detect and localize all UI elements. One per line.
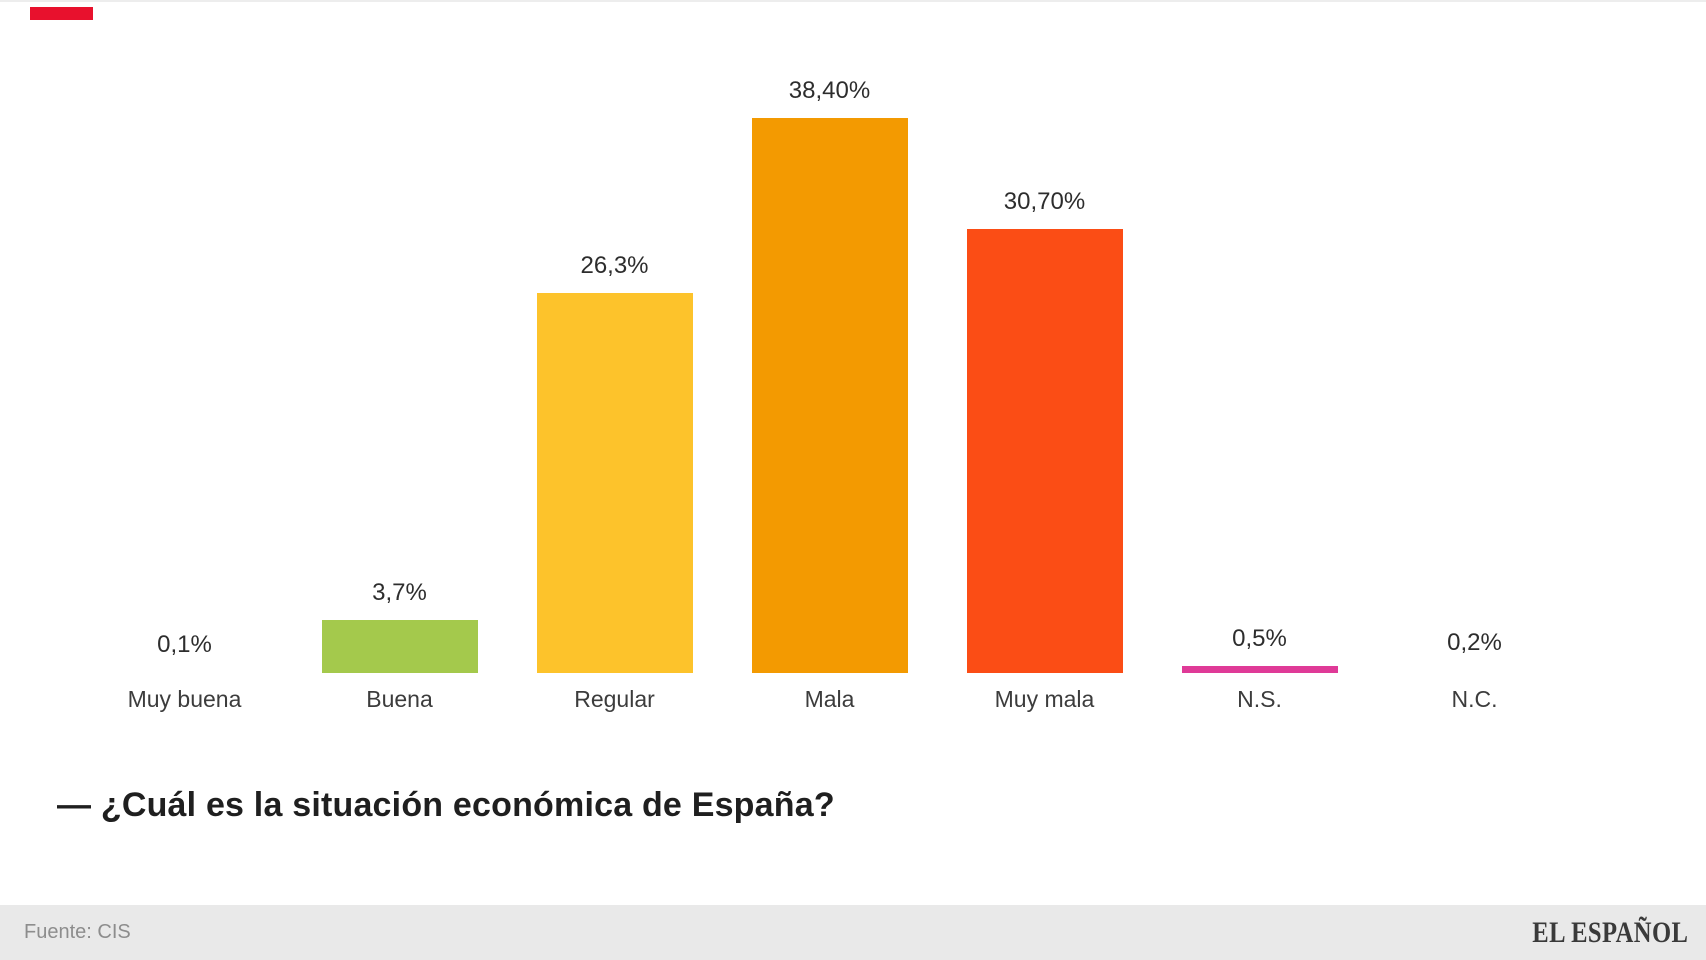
bar-category-label: Regular <box>574 686 655 712</box>
footer-bar: Fuente: CIS EL ESPAÑOL <box>0 905 1706 960</box>
bar-category-label: N.S. <box>1237 686 1282 712</box>
brand-logo: EL ESPAÑOL <box>1531 915 1688 949</box>
source-label: Fuente: CIS <box>24 921 131 943</box>
bar <box>1182 666 1338 673</box>
bar-value-label: 26,3% <box>580 252 649 279</box>
bar-value-label: 3,7% <box>372 579 427 606</box>
bar <box>537 293 693 673</box>
bar <box>967 229 1123 673</box>
bar-value-label: 0,1% <box>157 631 212 658</box>
brand-accent-bar <box>30 7 93 20</box>
bar-category-label: Buena <box>366 686 433 712</box>
bar-value-label: 0,2% <box>1447 629 1502 656</box>
bar-category-label: Muy buena <box>127 686 242 712</box>
bar-category-label: N.C. <box>1451 686 1498 712</box>
bar-category-label: Muy mala <box>994 686 1095 712</box>
bar <box>322 620 478 673</box>
bar-value-label: 30,70% <box>1003 188 1086 215</box>
chart-question: — ¿Cuál es la situación económica de Esp… <box>57 786 835 824</box>
bar <box>752 118 908 673</box>
bar-value-label: 0,5% <box>1232 625 1287 652</box>
top-divider <box>0 0 1706 2</box>
bar-category-label: Mala <box>804 686 855 712</box>
bar-value-label: 38,40% <box>788 77 871 104</box>
